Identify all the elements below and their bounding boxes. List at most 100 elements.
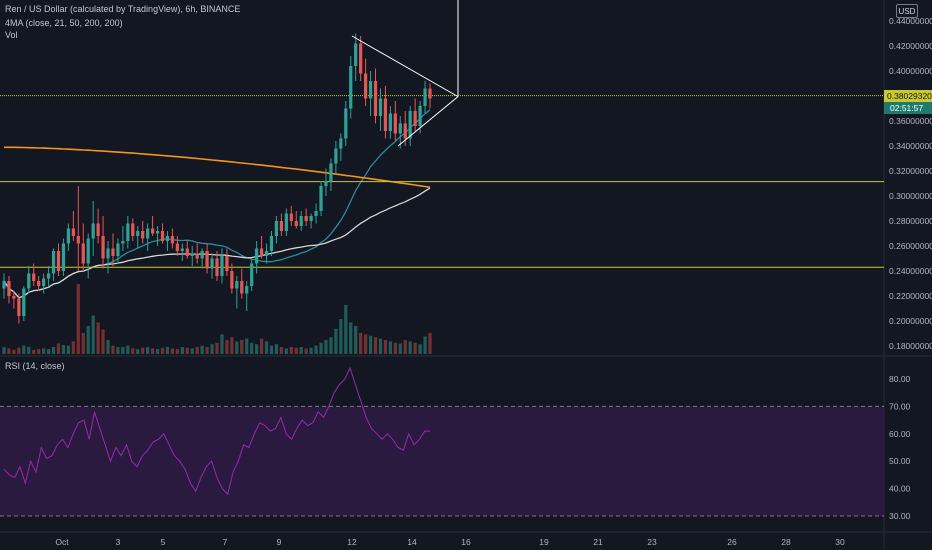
candle <box>170 228 175 249</box>
volume-bar <box>299 347 303 354</box>
volume-bar <box>22 345 26 354</box>
volume-bar <box>309 347 313 354</box>
volume-bar <box>46 349 51 354</box>
candle-body <box>111 248 115 256</box>
candle <box>269 231 274 256</box>
candle <box>309 213 313 229</box>
candle <box>96 208 100 244</box>
time-tick-label: 14 <box>407 537 417 547</box>
volume-bar <box>383 340 388 354</box>
volume-bar <box>289 347 293 354</box>
volume-bar <box>165 347 170 354</box>
volume-bar <box>334 328 338 354</box>
candle <box>27 266 31 294</box>
volume-bar <box>180 347 184 354</box>
candle <box>195 243 199 264</box>
candle-body <box>155 231 160 234</box>
candle <box>165 231 170 251</box>
rsi-line <box>3 366 430 496</box>
volume-bar <box>304 348 308 354</box>
volume-bar <box>126 345 130 354</box>
candle <box>160 223 165 244</box>
candle <box>185 241 189 259</box>
time-tick-label: 3 <box>116 537 121 547</box>
volume-bar <box>408 341 412 354</box>
volume-bar <box>363 334 368 354</box>
triangle-upper-trendline <box>351 35 459 98</box>
volume-bar <box>284 348 288 354</box>
candle <box>398 116 402 149</box>
candle <box>274 216 279 244</box>
candle <box>363 58 368 106</box>
time-tick-label: 23 <box>647 537 657 547</box>
candle <box>413 98 417 131</box>
candle <box>368 71 373 116</box>
candle-body <box>363 73 368 99</box>
candle <box>334 141 338 174</box>
candle-body <box>264 251 269 256</box>
candle <box>22 286 26 321</box>
candle-body <box>393 113 397 134</box>
candle-body <box>339 138 343 149</box>
candle <box>51 248 56 281</box>
volume-bar <box>403 340 407 354</box>
candle-body <box>56 251 61 271</box>
candle <box>56 243 61 276</box>
candle-body <box>195 253 199 259</box>
price-tick-label: 0.34000000 <box>889 141 932 151</box>
candle-body <box>403 123 407 139</box>
price-tick-label: 0.30000000 <box>889 191 932 201</box>
volume-bar <box>170 348 175 354</box>
candle-body <box>165 236 170 241</box>
volume-bar <box>344 305 348 354</box>
volume-bar <box>96 322 100 354</box>
rsi-tick-label: 30.00 <box>889 511 911 521</box>
time-tick-label: 7 <box>223 537 228 547</box>
candle <box>230 263 234 294</box>
candle <box>210 253 214 279</box>
candle-body <box>309 216 313 221</box>
candle-body <box>32 273 36 281</box>
candle <box>37 276 41 291</box>
volume-bar <box>155 349 160 354</box>
volume-bar <box>131 348 135 354</box>
volume-bar <box>190 348 194 354</box>
volume-bar <box>17 347 21 354</box>
candle-body <box>304 216 308 221</box>
candle <box>136 226 140 249</box>
candle-body <box>210 258 214 269</box>
candle <box>259 236 264 259</box>
candle-body <box>259 248 264 256</box>
candle-body <box>17 298 21 316</box>
price-tick-label: 0.32000000 <box>889 166 932 176</box>
candle-body <box>423 88 427 106</box>
candle-body <box>101 236 105 259</box>
time-tick-label: 28 <box>781 537 791 547</box>
candle <box>329 158 333 191</box>
candle <box>378 88 383 131</box>
candle <box>354 33 358 81</box>
candle <box>324 168 328 196</box>
volume-bar <box>235 341 239 354</box>
candle <box>205 243 209 274</box>
volume-bar <box>37 349 41 354</box>
volume-bar <box>56 343 61 354</box>
candle <box>225 248 229 276</box>
volume-bar <box>7 348 11 354</box>
candle-body <box>180 248 184 251</box>
candle-body <box>220 256 224 276</box>
price-tick-label: 0.28000000 <box>889 216 932 226</box>
candle-body <box>245 286 249 294</box>
volume-bar <box>61 344 66 354</box>
candle <box>245 281 249 311</box>
candle-body <box>279 221 284 231</box>
candle <box>359 36 363 81</box>
volume-bar <box>66 345 71 354</box>
candle-body <box>240 281 244 294</box>
time-tick-label: 30 <box>835 537 845 547</box>
volume-bar <box>175 349 179 354</box>
candle <box>66 223 71 251</box>
candle <box>428 83 432 109</box>
currency-button[interactable]: USD <box>896 4 918 18</box>
candle-body <box>368 81 373 99</box>
